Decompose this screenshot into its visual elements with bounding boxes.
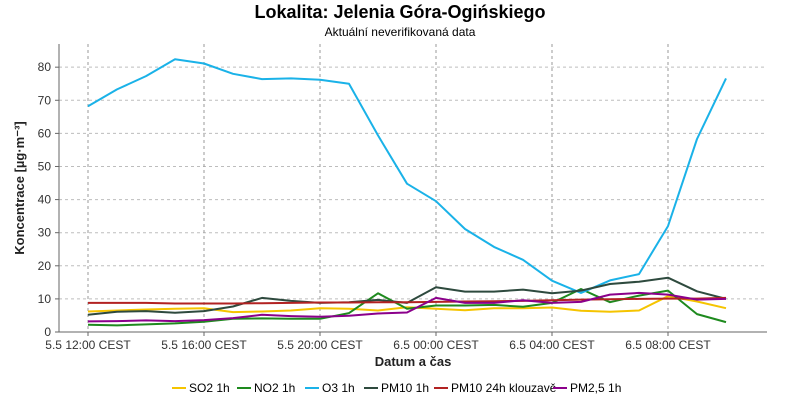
y-tick-label: 0: [44, 325, 51, 339]
x-tick-label: 6.5 04:00 CEST: [509, 338, 595, 352]
y-tick-label: 80: [38, 60, 52, 74]
legend-label: PM10 1h: [381, 381, 429, 395]
legend-label: O3 1h: [322, 381, 355, 395]
y-tick-label: 30: [38, 226, 52, 240]
series-lines: [87, 58, 727, 327]
legend-item: NO2 1h: [237, 381, 295, 395]
y-axis-label: Koncentrace [µg·m⁻³]: [12, 121, 27, 255]
series-line-pm10-24h-klouzav-: [88, 296, 727, 305]
x-tick-label: 5.5 16:00 CEST: [161, 338, 247, 352]
x-tick-label: 6.5 00:00 CEST: [393, 338, 479, 352]
x-tick-labels: 5.5 12:00 CEST 5.5 16:00 CEST 5.5 20:00 CE…: [45, 332, 711, 352]
y-tick-label: 40: [38, 193, 52, 207]
y-tick-label: 10: [38, 292, 52, 306]
x-tick-label: 6.5 08:00 CEST: [625, 338, 711, 352]
y-tick-label: 70: [38, 93, 52, 107]
legend: SO2 1h NO2 1h O3 1h PM10 1h PM10 24h klouzav…: [172, 381, 621, 395]
x-tick-label: 5.5 12:00 CEST: [45, 338, 131, 352]
y-tick-labels: 0 10 20 30 40 50 60 70 80: [38, 60, 59, 339]
x-gridlines: [87, 44, 669, 332]
legend-label: SO2 1h: [189, 381, 230, 395]
legend-label: NO2 1h: [254, 381, 295, 395]
legend-item: PM10 24h klouzavě: [434, 381, 557, 395]
series-line-pm2-5-1h: [87, 291, 727, 323]
chart-subtitle: Aktuální neverifikovaná data: [325, 25, 476, 39]
y-tick-label: 60: [38, 126, 52, 140]
legend-item: PM10 1h: [364, 381, 429, 395]
x-axis-label: Datum a čas: [375, 354, 452, 369]
legend-item: SO2 1h: [172, 381, 230, 395]
x-tick-label: 5.5 20:00 CEST: [277, 338, 363, 352]
chart-title: Lokalita: Jelenia Góra-Ogińskiego: [254, 2, 545, 22]
legend-label: PM10 24h klouzavě: [451, 381, 557, 395]
legend-item: PM2,5 1h: [553, 381, 621, 395]
legend-item: O3 1h: [305, 381, 355, 395]
series-line-o3-1h: [87, 58, 727, 294]
legend-label: PM2,5 1h: [570, 381, 621, 395]
y-tick-label: 50: [38, 159, 52, 173]
y-tick-label: 20: [38, 259, 52, 273]
series-line-so2-1h: [87, 295, 727, 314]
